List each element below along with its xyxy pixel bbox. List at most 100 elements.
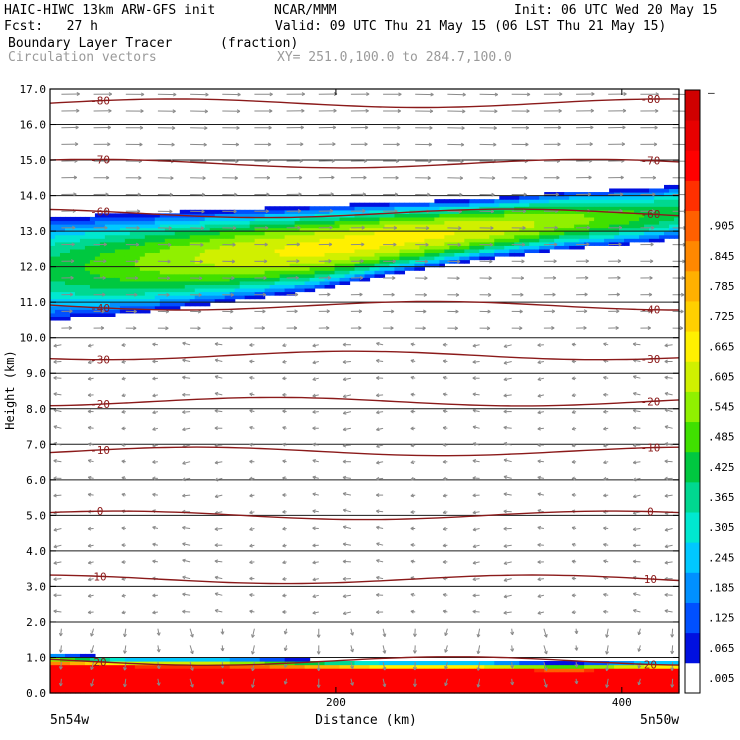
vector-arrow <box>90 661 95 670</box>
vector-arrow <box>603 460 609 465</box>
vector-arrow <box>415 92 434 97</box>
vector-arrow <box>376 542 384 547</box>
vector-arrow <box>87 442 94 447</box>
vector-arrow <box>189 628 194 638</box>
vector-arrow <box>571 576 577 581</box>
vector-arrow <box>318 325 330 330</box>
vector-arrow <box>605 678 609 688</box>
vector-arrow <box>350 259 364 264</box>
vector-arrow <box>254 309 266 314</box>
vector-arrow <box>190 209 205 214</box>
vector-arrow <box>670 645 675 655</box>
vector-arrow <box>447 159 464 164</box>
colorbar-label: .065 <box>708 642 735 655</box>
vector-arrow <box>286 209 302 214</box>
vector-arrow <box>503 475 512 480</box>
y-tick-label: 8.0 <box>26 403 46 416</box>
vector-arrow <box>376 410 384 415</box>
x-right-label: 5n50w <box>640 713 679 728</box>
vector-arrow <box>537 410 545 415</box>
vector-arrow <box>286 326 298 330</box>
vector-arrow <box>53 392 62 396</box>
colorbar-label: .365 <box>708 491 735 504</box>
vector-arrow <box>53 359 62 364</box>
vector-arrow <box>503 578 512 582</box>
vector-arrow <box>282 610 287 614</box>
vector-arrow <box>476 678 481 688</box>
contour-label-20: 20 <box>93 656 106 669</box>
vector-arrow <box>152 476 158 481</box>
vector-arrow <box>152 376 158 381</box>
vector-arrow <box>511 259 525 264</box>
vector-arrow <box>410 443 416 448</box>
contour-label-0: 0 <box>97 505 104 518</box>
vector-arrow <box>447 192 463 197</box>
vector-arrow <box>312 475 319 480</box>
vector-arrow <box>125 259 139 264</box>
vector-arrow <box>318 158 335 163</box>
vector-arrow <box>286 225 301 230</box>
vector-arrow <box>543 661 548 672</box>
y-tick-label: 7.0 <box>26 438 46 451</box>
vector-arrow <box>537 426 544 431</box>
vector-arrow <box>543 275 557 280</box>
vector-arrow <box>157 142 175 147</box>
vector-arrow <box>222 125 240 130</box>
vector-arrow <box>511 175 528 180</box>
contour-label--10: -10 <box>640 442 660 455</box>
vector-arrow <box>61 325 73 330</box>
vector-arrow <box>412 662 417 671</box>
vector-arrow <box>93 275 106 280</box>
vector-arrow <box>152 610 158 615</box>
vector-arrow <box>503 377 512 382</box>
vector-arrow <box>121 492 126 497</box>
vector-arrow <box>571 443 577 448</box>
y-tick-label: 16.0 <box>20 119 47 132</box>
vector-arrow <box>157 109 176 114</box>
vector-arrow <box>479 109 498 114</box>
vector-arrow <box>125 326 137 331</box>
vector-arrow <box>251 628 255 638</box>
vector-arrow <box>537 577 544 582</box>
vector-arrow <box>632 375 641 379</box>
vector-arrow <box>447 142 465 147</box>
vector-arrow <box>640 225 655 230</box>
contour-line--40 <box>49 300 679 311</box>
vector-arrow <box>571 559 577 564</box>
colorbar-frame <box>684 89 701 694</box>
vector-arrow <box>376 476 384 481</box>
vector-arrow <box>442 426 448 430</box>
vector-arrow <box>543 125 562 130</box>
vector-arrow <box>442 342 448 347</box>
vector-arrow <box>121 393 126 398</box>
vector-arrow <box>383 242 397 247</box>
contour-label--80: -80 <box>90 95 110 108</box>
contour-line--70 <box>49 158 680 169</box>
vector-arrow <box>87 409 94 414</box>
vector-arrow <box>222 92 241 97</box>
vector-arrow <box>342 377 351 382</box>
vector-arrow <box>222 192 238 197</box>
vector-arrow <box>444 678 448 687</box>
vector-arrow <box>125 142 143 147</box>
vector-arrow <box>87 393 94 398</box>
vector-arrow <box>53 408 62 413</box>
vector-arrow <box>312 393 319 398</box>
vector-arrow <box>182 558 191 563</box>
vector-arrow <box>375 493 384 498</box>
colorbar-label: .665 <box>708 340 735 353</box>
vector-arrow <box>574 678 579 685</box>
vector-arrow <box>312 594 319 599</box>
vector-arrow <box>479 292 492 297</box>
vector-arrow <box>214 477 223 482</box>
vector-arrow <box>282 476 287 481</box>
vector-arrow <box>286 142 304 147</box>
vector-arrow <box>190 276 203 281</box>
vector-arrow <box>415 259 429 264</box>
vector-arrow <box>571 426 577 431</box>
vector-arrow <box>503 492 512 497</box>
vector-arrow <box>123 645 127 654</box>
vector-arrow <box>543 326 555 331</box>
vector-arrow <box>605 628 609 638</box>
vector-arrow <box>376 393 384 398</box>
